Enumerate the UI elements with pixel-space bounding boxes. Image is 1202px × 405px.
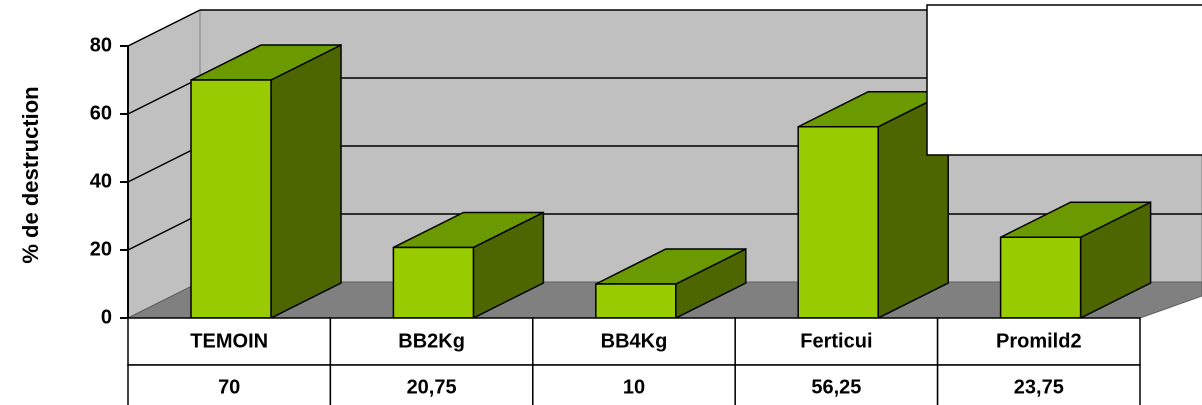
grid-line	[127, 77, 201, 115]
value-label: 70	[218, 376, 240, 398]
legend-box	[926, 4, 1202, 156]
table-cell	[734, 317, 939, 366]
bars	[190, 43, 1152, 320]
table-cell	[936, 317, 1141, 366]
bar	[797, 126, 879, 319]
x-tick-label: BB4Kg	[601, 330, 668, 352]
grid-line	[127, 9, 201, 47]
value-label: 23,75	[1014, 376, 1064, 398]
value-label: 56,25	[811, 376, 861, 398]
value-label: 10	[623, 376, 645, 398]
bar	[999, 236, 1082, 319]
x-tick-label: BB2Kg	[398, 330, 465, 352]
table-cell	[936, 364, 1141, 405]
bar	[190, 79, 272, 319]
grid-line	[127, 145, 201, 183]
bar	[595, 283, 677, 319]
y-tick-label: 60	[90, 102, 112, 124]
bar	[392, 246, 475, 319]
data-table: TEMOIN 70 BB2Kg 20,75 BB4Kg 10 Ferticui 56,25 Pr…	[127, 317, 1141, 405]
value-label: 20,75	[407, 376, 457, 398]
y-tick-label: 20	[90, 238, 112, 260]
table-cell	[532, 364, 736, 405]
y-tick-label: 80	[90, 34, 112, 56]
x-tick-label: Promild2	[996, 330, 1082, 352]
table-cell	[127, 364, 332, 405]
y-tick-label: 0	[101, 306, 112, 328]
table-cell	[532, 317, 736, 366]
x-tick-label: TEMOIN	[190, 330, 268, 352]
y-tick-label: 40	[90, 170, 112, 192]
y-axis-label: % de destruction	[18, 86, 43, 263]
x-tick-label: Ferticui	[800, 330, 872, 352]
grid-line	[127, 213, 201, 251]
bar-side	[270, 43, 342, 320]
